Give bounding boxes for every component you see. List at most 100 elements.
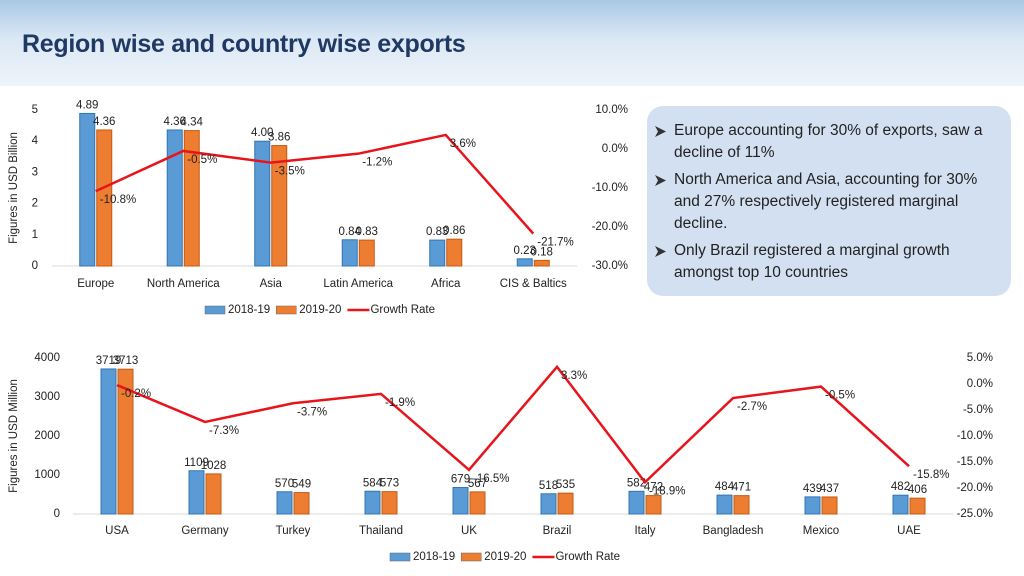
- x-tick-label: Africa: [431, 278, 461, 290]
- y2-tick-label: 5.0%: [967, 352, 993, 364]
- x-tick-label: Germany: [181, 525, 229, 537]
- y2-tick-label: 10.0%: [595, 104, 628, 116]
- y2-tick-label: -15.0%: [957, 456, 993, 468]
- bar-value-label: 4.00: [251, 127, 273, 139]
- bullet: Only Brazil registered a marginal growth…: [655, 240, 997, 284]
- bar: [381, 491, 398, 515]
- bar-value-label: 4.36: [93, 116, 115, 128]
- y2-tick-label: -10.0%: [957, 430, 993, 442]
- line-value-label: -3.5%: [275, 166, 305, 178]
- y2-tick-label: -10.0%: [592, 182, 628, 194]
- legend-label: 2019-20: [299, 304, 341, 316]
- line-value-label: -18.9%: [649, 485, 685, 497]
- y-axis-title: Figures in USD Million: [8, 379, 20, 493]
- line-value-label: -21.7%: [537, 237, 573, 249]
- bar-value-label: 439: [803, 483, 822, 495]
- bar: [166, 129, 183, 267]
- bar: [205, 473, 222, 515]
- x-tick-label: North America: [147, 278, 220, 290]
- bar-value-label: 471: [732, 482, 751, 494]
- x-tick-label: Thailand: [359, 525, 403, 537]
- bar-value-label: 484: [715, 481, 735, 493]
- bar-value-label: 4.34: [181, 117, 204, 129]
- line-value-label: 3.6%: [450, 138, 476, 150]
- bar: [469, 491, 486, 515]
- y-tick-label: 5: [32, 104, 38, 116]
- bar-value-label: 3713: [113, 355, 139, 367]
- bar: [96, 129, 113, 267]
- bar-value-label: 0.23: [514, 245, 536, 257]
- bar-value-label: 1028: [201, 460, 227, 472]
- bar-value-label: 0.83: [426, 226, 448, 238]
- bar: [254, 140, 271, 267]
- x-tick-label: USA: [105, 525, 129, 537]
- bar: [909, 497, 926, 515]
- bar: [540, 493, 557, 515]
- bar: [429, 239, 446, 267]
- bar: [533, 259, 550, 267]
- bullet-text: Only Brazil registered a marginal growth…: [674, 242, 950, 281]
- x-tick-label: Bangladesh: [703, 525, 764, 537]
- x-tick-label: UK: [461, 525, 477, 537]
- y2-tick-label: 0.0%: [967, 378, 993, 390]
- legend-label: 2018-19: [228, 304, 270, 316]
- y-tick-label: 4000: [34, 352, 60, 364]
- bar: [452, 487, 469, 515]
- x-tick-label: Mexico: [803, 525, 839, 537]
- slide-title: Region wise and country wise exports: [22, 30, 466, 58]
- y-tick-label: 2000: [34, 430, 60, 442]
- header: Region wise and country wise exports: [0, 0, 1024, 86]
- bar: [821, 496, 838, 515]
- x-tick-label: UAE: [897, 525, 921, 537]
- bar-value-label: 679: [451, 474, 470, 486]
- legend-label: Growth Rate: [555, 551, 620, 563]
- bar-value-label: 582: [627, 477, 646, 489]
- bar: [271, 145, 288, 267]
- bar: [79, 112, 96, 267]
- bar-value-label: 0.84: [339, 226, 362, 238]
- bar-value-label: 535: [556, 479, 575, 491]
- growth-line: [95, 133, 535, 235]
- y-axis-title: Figures in USD Billion: [8, 132, 20, 244]
- legend-label: 2019-20: [484, 551, 526, 563]
- y-tick-label: 3: [32, 166, 38, 178]
- bar-value-label: 0.86: [443, 225, 465, 237]
- line-value-label: 3.3%: [561, 370, 587, 382]
- line-value-label: -0.5%: [187, 154, 217, 166]
- x-tick-label: Europe: [77, 278, 114, 290]
- bullet-icon: [655, 126, 666, 137]
- y2-tick-label: -30.0%: [592, 260, 628, 272]
- bar: [293, 492, 310, 515]
- y2-tick-label: -20.0%: [957, 482, 993, 494]
- bar-value-label: 567: [468, 478, 487, 490]
- bar-value-label: 518: [539, 480, 558, 492]
- bar-value-label: 4.89: [76, 99, 98, 111]
- bar-value-label: 3.86: [268, 132, 290, 144]
- line-value-label: -3.7%: [297, 406, 327, 418]
- line-value-label: -0.2%: [121, 388, 151, 400]
- bar-value-label: 1109: [184, 457, 209, 469]
- legend-swatch: [389, 552, 411, 562]
- bullet-icon: [655, 246, 666, 257]
- bar: [716, 494, 733, 515]
- x-tick-label: Asia: [260, 278, 283, 290]
- bar: [364, 490, 381, 515]
- bar: [628, 490, 645, 515]
- bar-value-label: 406: [908, 484, 927, 496]
- bar-value-label: 584: [363, 477, 383, 489]
- y2-tick-label: -5.0%: [963, 404, 993, 416]
- y-tick-label: 1: [32, 229, 38, 241]
- bar-value-label: 573: [380, 478, 399, 490]
- bar: [733, 495, 750, 515]
- bar: [516, 258, 533, 267]
- x-tick-label: Turkey: [276, 525, 311, 537]
- line-value-label: -7.3%: [209, 425, 239, 437]
- bar: [276, 491, 293, 515]
- bar-value-label: 570: [275, 478, 294, 490]
- legend-swatch: [204, 305, 226, 315]
- bar: [645, 495, 662, 515]
- line-value-label: -1.2%: [362, 157, 392, 169]
- bar: [804, 496, 821, 515]
